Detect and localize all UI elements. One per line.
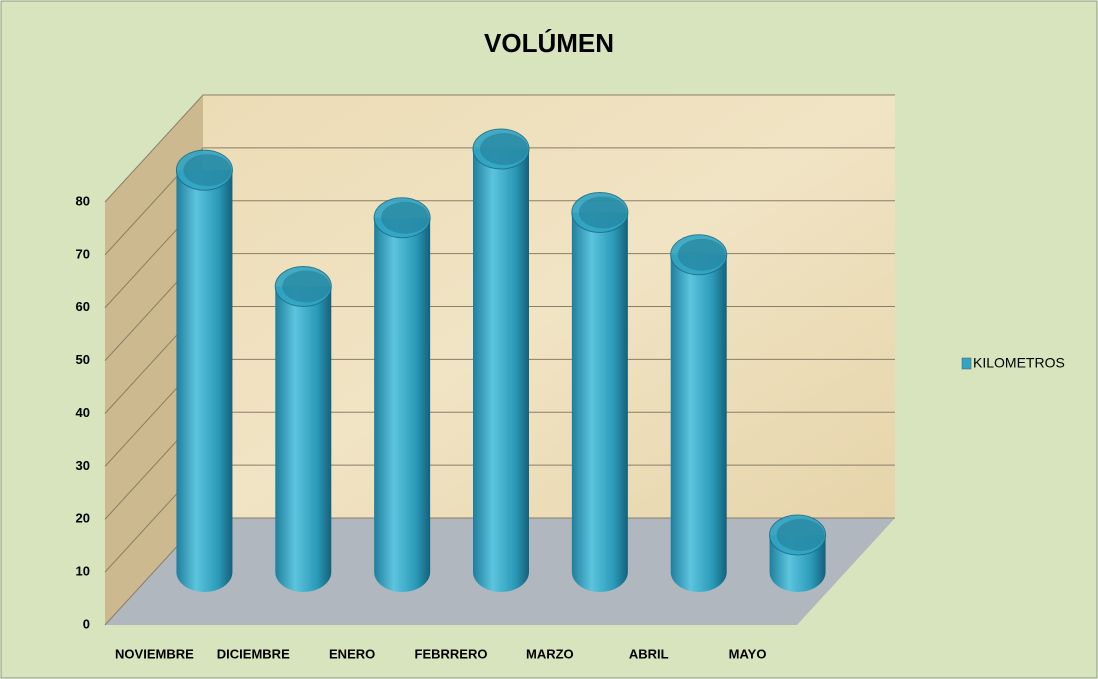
grid-line — [104, 147, 895, 256]
y-tick-label: 10 — [76, 564, 90, 579]
bar-top-shade — [381, 201, 430, 234]
bar-top-shade — [480, 133, 528, 165]
y-tick-label: 40 — [76, 405, 90, 420]
x-tick-label: ENERO — [329, 646, 375, 661]
y-tick-label: 30 — [76, 458, 90, 473]
bar — [571, 191, 629, 592]
bar-top-shade — [282, 270, 331, 303]
bar-top-shade — [677, 238, 726, 271]
y-tick-label: 70 — [76, 246, 90, 261]
bar — [175, 149, 233, 592]
bar — [373, 197, 431, 593]
bar-body — [571, 212, 628, 592]
bar — [472, 128, 530, 592]
bar-top-shade — [776, 518, 825, 551]
legend-label: KILOMETROS — [973, 355, 1065, 371]
x-tick-label: NOVIEMBRE — [115, 646, 194, 661]
x-tick-label: MAYO — [729, 646, 767, 661]
bar — [274, 265, 332, 592]
bar-top-shade — [183, 154, 232, 187]
x-tick-label: MARZO — [526, 646, 574, 661]
x-tick-label: DICIEMBRE — [217, 646, 290, 661]
x-tick-label: FEBRRERO — [415, 646, 488, 661]
y-tick-label: 0 — [83, 616, 90, 631]
y-tick-label: 60 — [76, 299, 90, 314]
y-tick-label: 20 — [76, 511, 90, 526]
chart-title: VOLÚMEN — [484, 28, 614, 58]
bar-body — [275, 286, 332, 592]
x-tick-label: ABRIL — [629, 646, 669, 661]
legend-swatch — [961, 357, 972, 370]
bar-body — [176, 170, 233, 592]
bar-body — [670, 254, 727, 592]
y-tick-label: 50 — [76, 352, 90, 367]
bar — [670, 234, 728, 592]
y-tick-label: 80 — [76, 193, 90, 208]
grid-line — [104, 94, 895, 203]
bar-body — [374, 217, 431, 593]
bar-top-shade — [578, 196, 627, 229]
bar — [769, 514, 827, 592]
bar-body — [473, 149, 529, 592]
